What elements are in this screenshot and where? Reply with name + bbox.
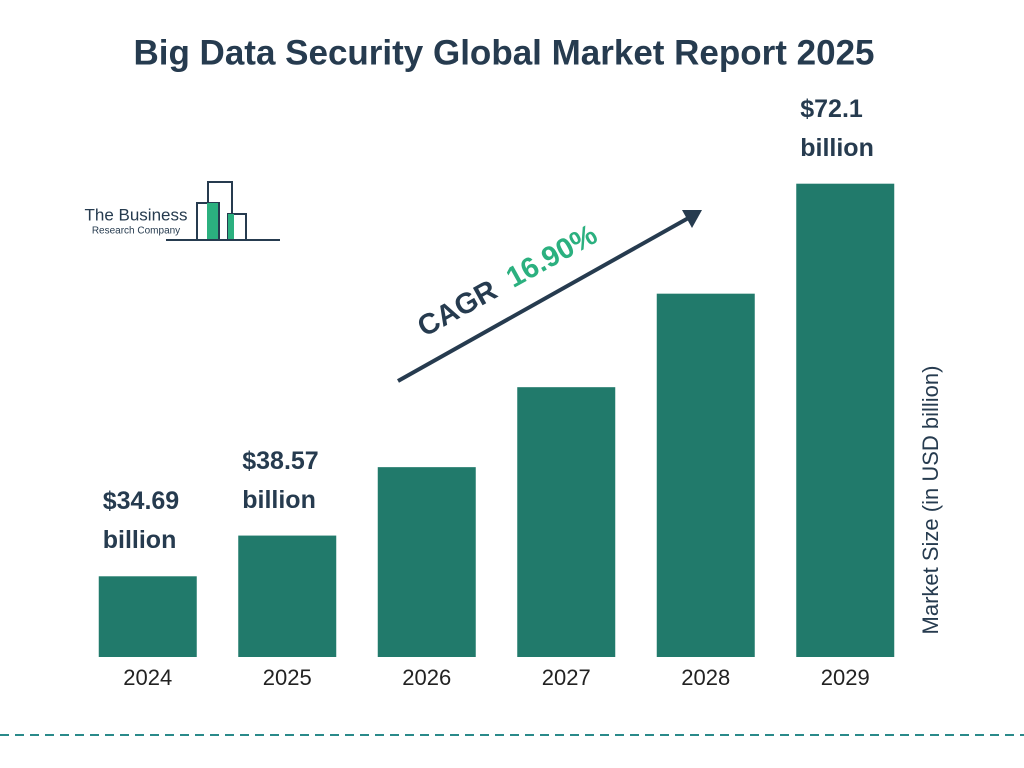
value-label: $34.69 billion (102, 487, 180, 555)
cagr-annotation: CAGR 16.90% (397, 210, 702, 383)
cagr-value: 16.90% (501, 218, 603, 294)
value-label: $38.57 billion (242, 446, 319, 514)
x-tick-label: 2024 (123, 665, 172, 690)
bar (238, 535, 337, 657)
bar (98, 576, 197, 657)
x-tick-label: 2025 (263, 665, 312, 690)
logo-text: The Business (85, 205, 188, 224)
logo-subtext: Research Company (92, 226, 180, 237)
chart-title: Big Data Security Global Market Report 2… (133, 33, 874, 72)
value-label: $72.1 billion (800, 94, 874, 162)
bar (796, 183, 895, 657)
logo: The Business Research Company (85, 181, 280, 241)
bar (377, 467, 476, 657)
x-tick-label: 2027 (542, 665, 591, 690)
y-axis-label: Market Size (in USD billion) (918, 366, 943, 635)
bar (656, 293, 755, 657)
x-tick-label: 2029 (821, 665, 870, 690)
x-tick-label: 2028 (681, 665, 730, 690)
x-tick-label: 2026 (402, 665, 451, 690)
bar (517, 387, 616, 657)
cagr-label: CAGR (412, 274, 502, 343)
